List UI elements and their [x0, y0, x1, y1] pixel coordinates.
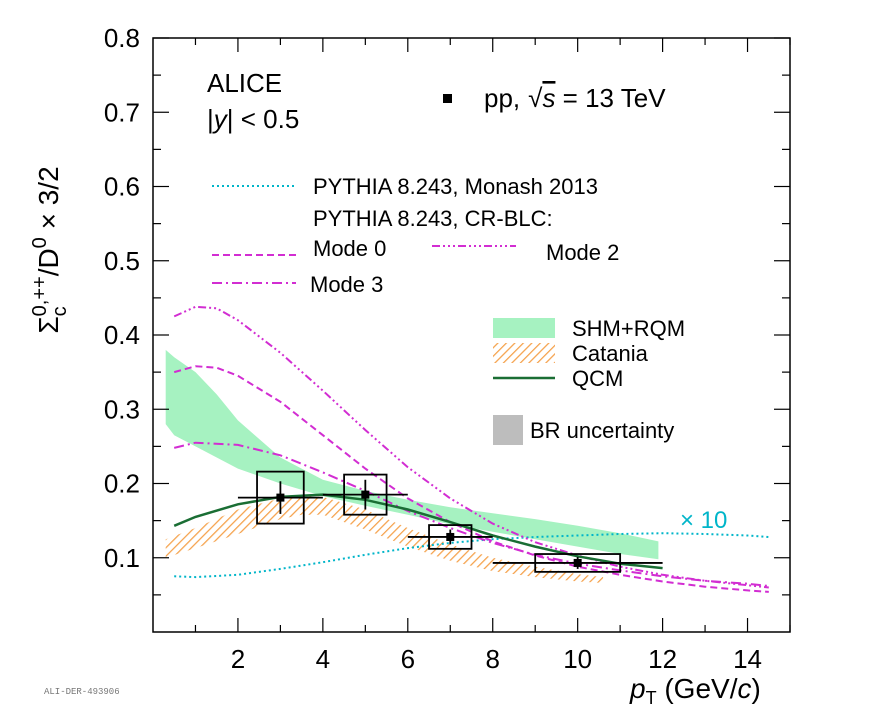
model-bands	[165, 349, 659, 583]
scale-note: × 10	[680, 507, 727, 534]
y-tick-label-0-6: 0.6	[104, 172, 140, 202]
rapidity-var: y	[212, 104, 229, 134]
legend-br: BR uncertainty	[530, 418, 674, 443]
legend-data-marker	[443, 94, 452, 103]
y-tick-label-0-5: 0.5	[104, 246, 140, 276]
legend-catania: Catania	[572, 341, 649, 366]
system-label: pp, √s = 13 TeV	[484, 83, 666, 113]
legend-mode2: Mode 2	[546, 240, 619, 265]
experiment-label: ALICE	[207, 68, 282, 98]
legend-monash: PYTHIA 8.243, Monash 2013	[313, 174, 598, 199]
legend-catania-swatch	[493, 343, 555, 363]
y-tick-label-0-2: 0.2	[104, 469, 140, 499]
x-tick-label-4: 4	[316, 644, 330, 674]
legend-br-swatch	[493, 415, 523, 445]
curve-qcm	[173, 493, 663, 570]
legend-qcm: QCM	[572, 366, 623, 391]
legend-shm: SHM+RQM	[572, 316, 685, 341]
x-axis-title: pT (GeV/c)	[629, 673, 761, 708]
data-marker-4	[573, 558, 582, 567]
data-marker-3	[446, 532, 455, 541]
x-tick-label-2: 2	[231, 644, 245, 674]
energy-val: = 13 TeV	[555, 83, 666, 113]
y-tick-label-0-4: 0.4	[104, 320, 140, 350]
rapidity-label: |y| < 0.5	[207, 104, 299, 134]
legend-crblc: PYTHIA 8.243, CR-BLC:	[313, 206, 553, 231]
y-tick-label-0-7: 0.7	[104, 97, 140, 127]
y-tick-label-0-8: 0.8	[104, 23, 140, 53]
data-marker-2	[361, 490, 370, 499]
data-points	[237, 470, 663, 573]
energy-var: s	[542, 83, 555, 113]
axis-ticks: 2 4 6 8 10 12 14 0.1 0.2 0.3 0.4 0.5 0.6 0.7 0.8	[104, 23, 791, 674]
system-text: pp,	[484, 83, 520, 113]
data-marker-1	[276, 493, 285, 502]
y-axis-title: Σc0,++/D0 × 3/2	[29, 166, 71, 333]
watermark: ALI-DER-493906	[44, 687, 120, 697]
legend-mode3: Mode 3	[310, 272, 383, 297]
rapidity-val: < 0.5	[234, 104, 300, 134]
x-tick-label-14: 14	[733, 644, 762, 674]
band-catania	[165, 496, 604, 583]
x-tick-label-10: 10	[563, 644, 592, 674]
band-shm-rqm	[165, 349, 659, 560]
y-tick-label-0-3: 0.3	[104, 394, 140, 424]
curve-pythia-8-243-monash-2013	[174, 532, 769, 579]
legend-shm-swatch	[493, 318, 555, 338]
legend-mode0: Mode 0	[313, 236, 386, 261]
x-tick-label-12: 12	[648, 644, 677, 674]
x-tick-label-8: 8	[485, 644, 499, 674]
x-tick-label-6: 6	[401, 644, 415, 674]
y-tick-label-0-1: 0.1	[104, 543, 140, 573]
